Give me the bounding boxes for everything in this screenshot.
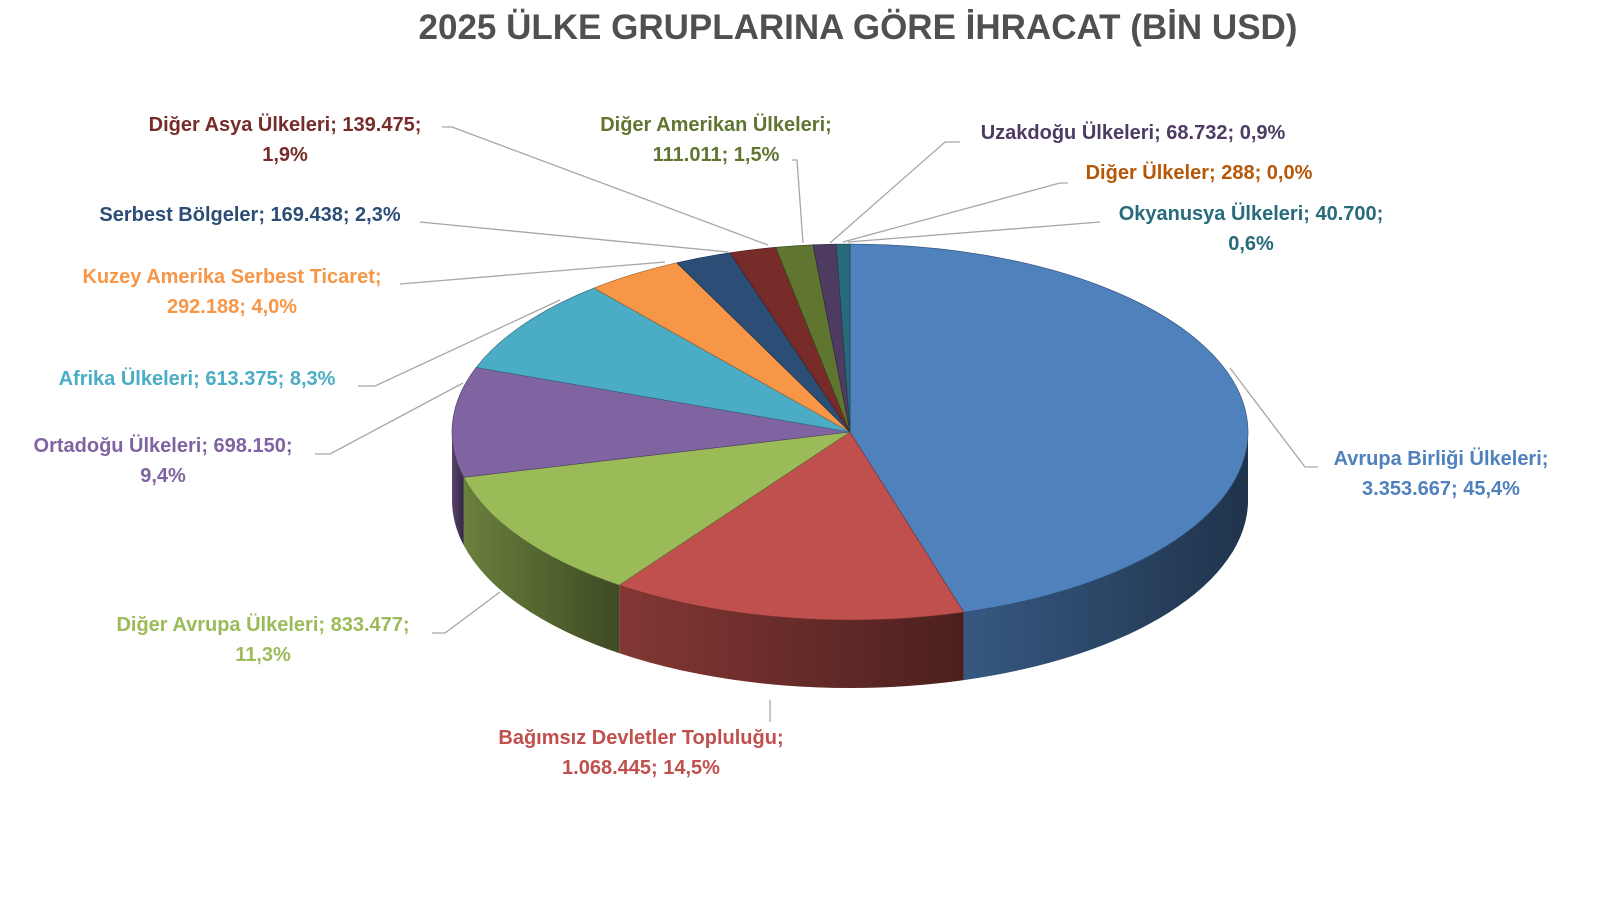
data-label-line: Bağımsız Devletler Topluluğu; bbox=[498, 727, 784, 749]
chart-title: 2025 ÜLKE GRUPLARINA GÖRE İHRACAT (BİN U… bbox=[418, 8, 1298, 47]
pie-slice-3-side-shade bbox=[452, 432, 464, 546]
data-label-line: Kuzey Amerika Serbest Ticaret; bbox=[82, 266, 382, 288]
data-label-line: 3.353.667; 45,4% bbox=[1362, 478, 1520, 500]
data-label-avrupa-birligi: Avrupa Birliği Ülkeleri; 3.353.667; 45,4% bbox=[1334, 444, 1549, 504]
data-label-line: Diğer Ülkeler; 288; 0,0% bbox=[1085, 162, 1313, 184]
pie-slice-0 bbox=[849, 243, 1249, 613]
data-label-diger-amerikan: Diğer Amerikan Ülkeleri; 111.011; 1,5% bbox=[600, 110, 832, 170]
data-label-line: Serbest Bölgeler; 169.438; 2,3% bbox=[99, 204, 401, 226]
data-label-line: 1.068.445; 14,5% bbox=[562, 757, 720, 779]
leader-line-diger-amerikan bbox=[792, 159, 804, 244]
leader-line-serbest bbox=[419, 221, 729, 253]
data-label-line: 11,3% bbox=[235, 644, 291, 666]
data-label-line: 0,6% bbox=[1228, 233, 1274, 255]
leader-line-diger-avrupa bbox=[432, 591, 501, 634]
pie-slice-3 bbox=[451, 367, 851, 478]
data-label-line: Diğer Asya Ülkeleri; 139.475; bbox=[148, 114, 422, 136]
data-label-diger-avrupa: Diğer Avrupa Ülkeleri; 833.477; 11,3% bbox=[116, 610, 409, 670]
pie-slice-4 bbox=[475, 287, 851, 433]
data-label-line: Uzakdoğu Ülkeleri; 68.732; 0,9% bbox=[980, 122, 1286, 144]
data-label-diger-ulkeler: Diğer Ülkeler; 288; 0,0% bbox=[1086, 158, 1313, 188]
leader-line-kuzey-amerika bbox=[399, 261, 666, 285]
data-label-line: Afrika Ülkeleri; 613.375; 8,3% bbox=[58, 368, 336, 390]
data-label-line: Diğer Avrupa Ülkeleri; 833.477; bbox=[116, 614, 410, 636]
data-label-serbest: Serbest Bölgeler; 169.438; 2,3% bbox=[99, 200, 400, 230]
data-label-line: 1,9% bbox=[262, 144, 308, 166]
leader-line-diger-ulkeler bbox=[842, 182, 1068, 243]
leader-line-ortadogu bbox=[315, 382, 464, 455]
data-label-afrika: Afrika Ülkeleri; 613.375; 8,3% bbox=[59, 364, 336, 394]
pie-slice-1 bbox=[618, 431, 965, 621]
data-label-line: 9,4% bbox=[140, 465, 186, 487]
data-label-line: 111.011; 1,5% bbox=[652, 144, 780, 166]
data-label-bagimsiz: Bağımsız Devletler Topluluğu; 1.068.445; … bbox=[498, 723, 783, 783]
pie-slice-0-side-shade bbox=[963, 432, 1248, 681]
pie-slice-11 bbox=[835, 243, 851, 433]
data-label-line: Diğer Amerikan Ülkeleri; bbox=[600, 114, 832, 136]
data-label-ortadogu: Ortadoğu Ülkeleri; 698.150; 9,4% bbox=[34, 431, 293, 491]
pie-slice-2-side-shade bbox=[463, 477, 620, 654]
leader-line-afrika bbox=[358, 299, 561, 387]
data-label-okyanusya: Okyanusya Ülkeleri; 40.700; 0,6% bbox=[1119, 199, 1384, 259]
data-label-diger-asya: Diğer Asya Ülkeleri; 139.475; 1,9% bbox=[149, 110, 422, 170]
pie-slice-1-side-shade bbox=[619, 585, 964, 689]
leader-line-okyanusya bbox=[847, 221, 1101, 243]
leader-line-uzakdogu bbox=[829, 141, 960, 244]
data-label-line: Okyanusya Ülkeleri; 40.700; bbox=[1118, 203, 1384, 225]
data-label-kuzey-amerika: Kuzey Amerika Serbest Ticaret; 292.188; 4… bbox=[82, 262, 381, 322]
data-label-line: 292.188; 4,0% bbox=[166, 296, 298, 318]
leader-line-diger-asya bbox=[442, 126, 769, 246]
data-label-line: Avrupa Birliği Ülkeleri; bbox=[1333, 448, 1549, 470]
data-label-line: Ortadoğu Ülkeleri; 698.150; bbox=[33, 435, 293, 457]
leader-line-avrupa-birligi bbox=[1229, 367, 1318, 468]
pie-slice-2 bbox=[463, 431, 851, 586]
data-label-uzakdogu: Uzakdoğu Ülkeleri; 68.732; 0,9% bbox=[981, 118, 1286, 148]
